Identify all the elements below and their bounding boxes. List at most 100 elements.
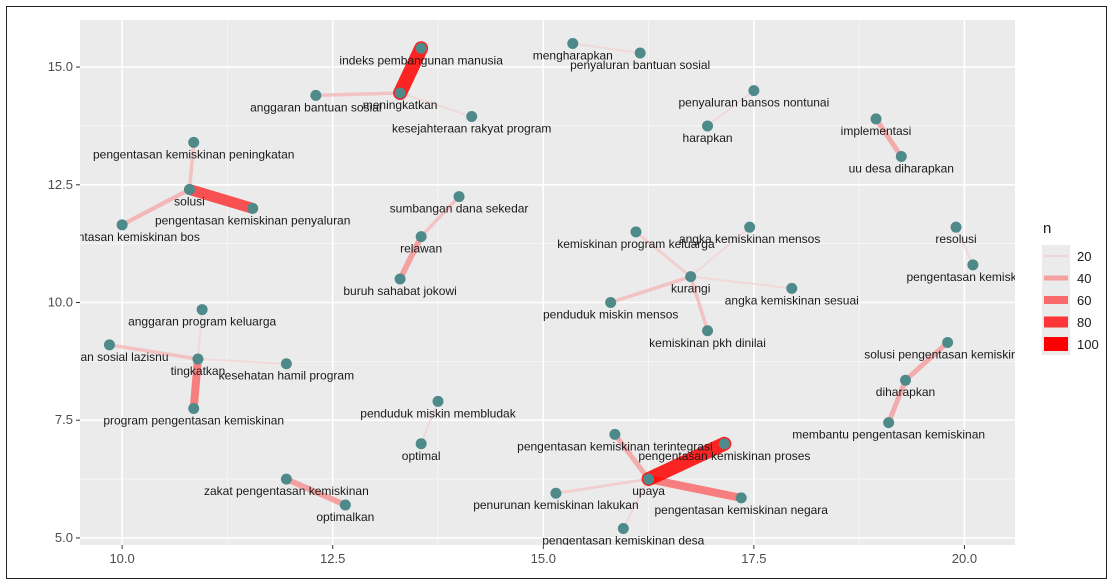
edge: [955, 226, 974, 266]
node-point: [453, 191, 465, 203]
node-label: pengentasan kemiskinan negara: [655, 503, 829, 517]
y-tick-label: 15.0: [48, 59, 73, 74]
edge: [314, 91, 402, 98]
legend-label: 20: [1077, 249, 1091, 264]
node-label: pengentasan kemiskinan desa: [542, 534, 704, 548]
x-tick-label: 17.5: [741, 551, 766, 566]
node-label: anggaran program keluarga: [128, 315, 276, 329]
edge: [612, 431, 652, 482]
node-point: [339, 499, 351, 511]
node-point: [643, 473, 655, 485]
edge: [641, 436, 732, 487]
node-label: kemiskinan program keluarga: [557, 237, 715, 251]
node-point: [567, 38, 579, 50]
node-point: [415, 438, 427, 450]
node-label: pengentasan kemiskinan bos: [44, 230, 199, 244]
node-label: penyaluran bansos nontunai: [678, 96, 829, 110]
edge: [554, 477, 650, 495]
node-point: [883, 417, 895, 429]
y-tick-label: 10.0: [48, 295, 73, 310]
node-label: pengentasan kemiskinan terintegrasi: [517, 439, 712, 453]
node-point: [605, 297, 617, 309]
node-label: buruh sahabat jokowi: [343, 284, 456, 298]
node-point: [247, 202, 259, 214]
node-point: [103, 339, 115, 351]
node-point: [550, 487, 562, 499]
node-label: kesehatan hamil program: [219, 369, 354, 383]
node-labels: indeks pembangunan manusiameningkatkanan…: [44, 49, 1040, 548]
y-tick-label: 7.5: [55, 412, 73, 427]
node-label: solusi pengentasan kemiskinan: [864, 348, 1031, 362]
edge: [393, 41, 429, 100]
legend-label: 40: [1077, 271, 1091, 286]
edge: [420, 400, 439, 445]
node-point: [786, 282, 798, 294]
edge: [119, 187, 192, 227]
node-point: [192, 353, 204, 365]
plot-panel: [80, 20, 1015, 545]
x-axis: 10.0 12.5 15.0 17.5 20.0: [109, 545, 977, 566]
legend-label: 60: [1077, 293, 1091, 308]
node-point: [899, 374, 911, 386]
node-point: [432, 395, 444, 407]
edge: [283, 476, 349, 508]
grid-lines: [80, 20, 1015, 545]
legend-label: 100: [1077, 337, 1099, 352]
node-point: [702, 325, 714, 337]
nodes: [103, 38, 979, 535]
node-point: [280, 358, 292, 370]
node-label: angka kemiskinan sesuai: [725, 293, 859, 307]
node-label: upaya: [632, 484, 665, 498]
legend-title: n: [1043, 220, 1051, 237]
node-label: diharapkan: [876, 385, 935, 399]
y-tick-label: 12.5: [48, 177, 73, 192]
node-label: pengentasan kemiskinan peningkatan: [93, 147, 294, 161]
node-label: meningkatkan: [363, 98, 438, 112]
node-label: kemiskinan pkh dinilai: [649, 336, 766, 350]
node-label: implementasi: [841, 124, 912, 138]
legend: n 20 40 60 80 100: [1042, 220, 1099, 355]
node-point: [188, 136, 200, 148]
node-label: uu desa diharapkan: [849, 162, 954, 176]
node-point: [702, 120, 714, 132]
edge: [107, 343, 200, 361]
node-point: [718, 438, 730, 450]
node-point: [415, 42, 427, 54]
node-point: [310, 89, 322, 101]
node-point: [609, 428, 621, 440]
edges: [107, 41, 974, 530]
edge: [399, 91, 473, 118]
edge: [187, 140, 196, 192]
edge: [608, 274, 693, 305]
edge: [419, 194, 461, 239]
edge: [571, 42, 642, 54]
node-point: [394, 87, 406, 99]
node-point: [415, 231, 427, 243]
x-tick-label: 12.5: [320, 551, 345, 566]
node-label: solusi: [174, 195, 205, 209]
x-tick-label: 15.0: [531, 551, 556, 566]
node-point: [617, 523, 629, 535]
node-point: [950, 221, 962, 233]
node-label: anggaran bantuan sosial: [250, 100, 381, 114]
edge: [196, 308, 204, 361]
node-label: indeks pembangunan manusia: [339, 53, 503, 67]
legend-label: 80: [1077, 315, 1091, 330]
x-tick-label: 20.0: [952, 551, 977, 566]
node-point: [188, 402, 200, 414]
edge: [886, 377, 908, 426]
edge: [706, 89, 755, 127]
edge: [634, 230, 693, 278]
node-label: penurunan kemiskinan lakukan: [473, 498, 638, 512]
y-tick-label: 5.0: [55, 530, 73, 545]
node-point: [116, 219, 128, 231]
edge: [196, 358, 288, 365]
node-label: zakat pengentasan kemiskinan: [204, 484, 369, 498]
node-label: membantu pengentasan kemiskinan: [792, 428, 985, 442]
node-label: pengentasan kemiskinan: [907, 270, 1040, 284]
node-label: penduduk miskin membludak: [360, 406, 516, 420]
node-point: [685, 271, 697, 283]
node-label: program pengentasan kemiskinan: [103, 413, 284, 427]
y-axis: 5.0 7.5 10.0 12.5 15.0: [48, 59, 80, 545]
node-point: [280, 473, 292, 485]
